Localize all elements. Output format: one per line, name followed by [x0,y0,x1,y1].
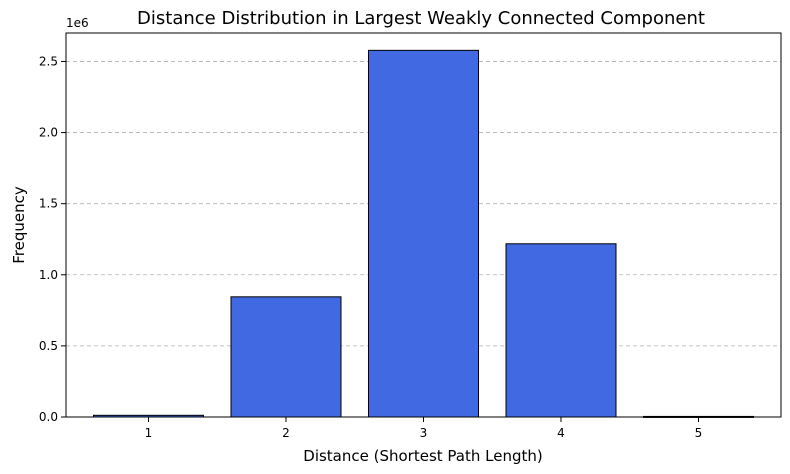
x-tick-label: 4 [557,426,565,440]
y-tick-label: 1.5 [39,197,58,211]
chart-title: Distance Distribution in Largest Weakly … [137,8,705,29]
y-tick-label: 2.0 [39,126,58,140]
bars [93,49,754,418]
y-axis-offset-label: 1e6 [66,16,89,30]
y-axis-ticks: 0.0 0.5 1.0 1.5 2.0 2.5 [39,54,66,424]
y-tick-label: 1.0 [39,268,58,282]
y-tick-label: 2.5 [39,54,58,68]
bar-2 [230,296,342,418]
bar-4 [505,243,617,418]
bar-3 [368,49,479,418]
x-axis-ticks: 1 2 3 4 5 [145,417,703,440]
x-axis-label: Distance (Shortest Path Length) [303,447,542,465]
x-tick-label: 5 [695,426,703,440]
y-axis-label: Frequency [10,186,28,264]
x-tick-label: 1 [145,426,153,440]
y-tick-label: 0.0 [39,410,58,424]
y-tick-label: 0.5 [39,339,58,353]
x-tick-label: 3 [420,426,428,440]
x-tick-label: 2 [282,426,290,440]
